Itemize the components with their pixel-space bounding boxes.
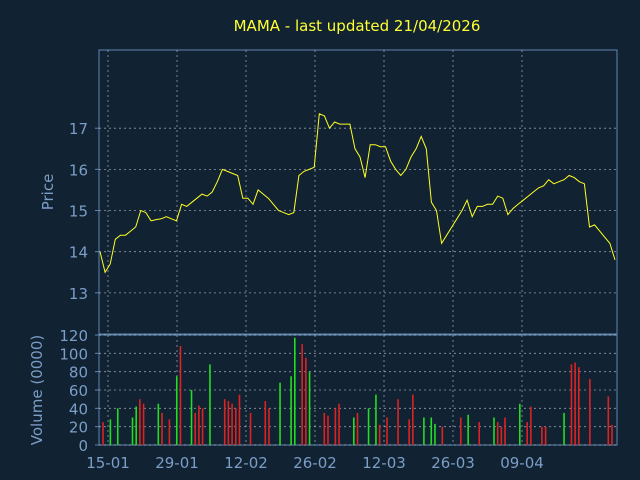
x-axis-date-labels: 15-01 29-01 12-02 26-02 12-03 26-03 09-04	[86, 454, 544, 472]
volume-tick-label: 80	[69, 364, 88, 382]
x-tick-label: 29-01	[155, 454, 199, 472]
price-tick-label: 15	[69, 203, 88, 221]
x-tick-label: 26-03	[431, 454, 475, 472]
price-tick-label: 14	[69, 244, 88, 262]
x-tick-label: 09-04	[500, 454, 544, 472]
volume-y-axis-label: Volume (0000)	[28, 335, 46, 445]
volume-tick-label: 0	[78, 437, 88, 455]
x-tick-label: 15-01	[86, 454, 130, 472]
price-tick-label: 16	[69, 161, 88, 179]
x-tick-label: 12-02	[224, 454, 268, 472]
price-y-ticks: 13 14 15 16 17	[69, 120, 99, 303]
volume-tick-label: 120	[59, 327, 88, 345]
price-gridlines	[99, 50, 617, 334]
x-tick-label: 26-02	[293, 454, 337, 472]
volume-tick-label: 20	[69, 419, 88, 437]
volume-tick-label: 40	[69, 400, 88, 418]
volume-tick-label: 60	[69, 382, 88, 400]
volume-bars	[102, 337, 613, 445]
price-tick-label: 13	[69, 285, 88, 303]
volume-tick-label: 100	[59, 345, 88, 363]
price-tick-label: 17	[69, 120, 88, 138]
price-series-line	[99, 113, 616, 274]
chart-title: MAMA - last updated 21/04/2026	[234, 17, 481, 35]
price-panel: 13 14 15 16 17 Price	[39, 49, 618, 335]
x-tick-label: 12-03	[362, 454, 406, 472]
price-plot-frame	[98, 49, 618, 335]
price-y-axis-label: Price	[39, 174, 57, 211]
